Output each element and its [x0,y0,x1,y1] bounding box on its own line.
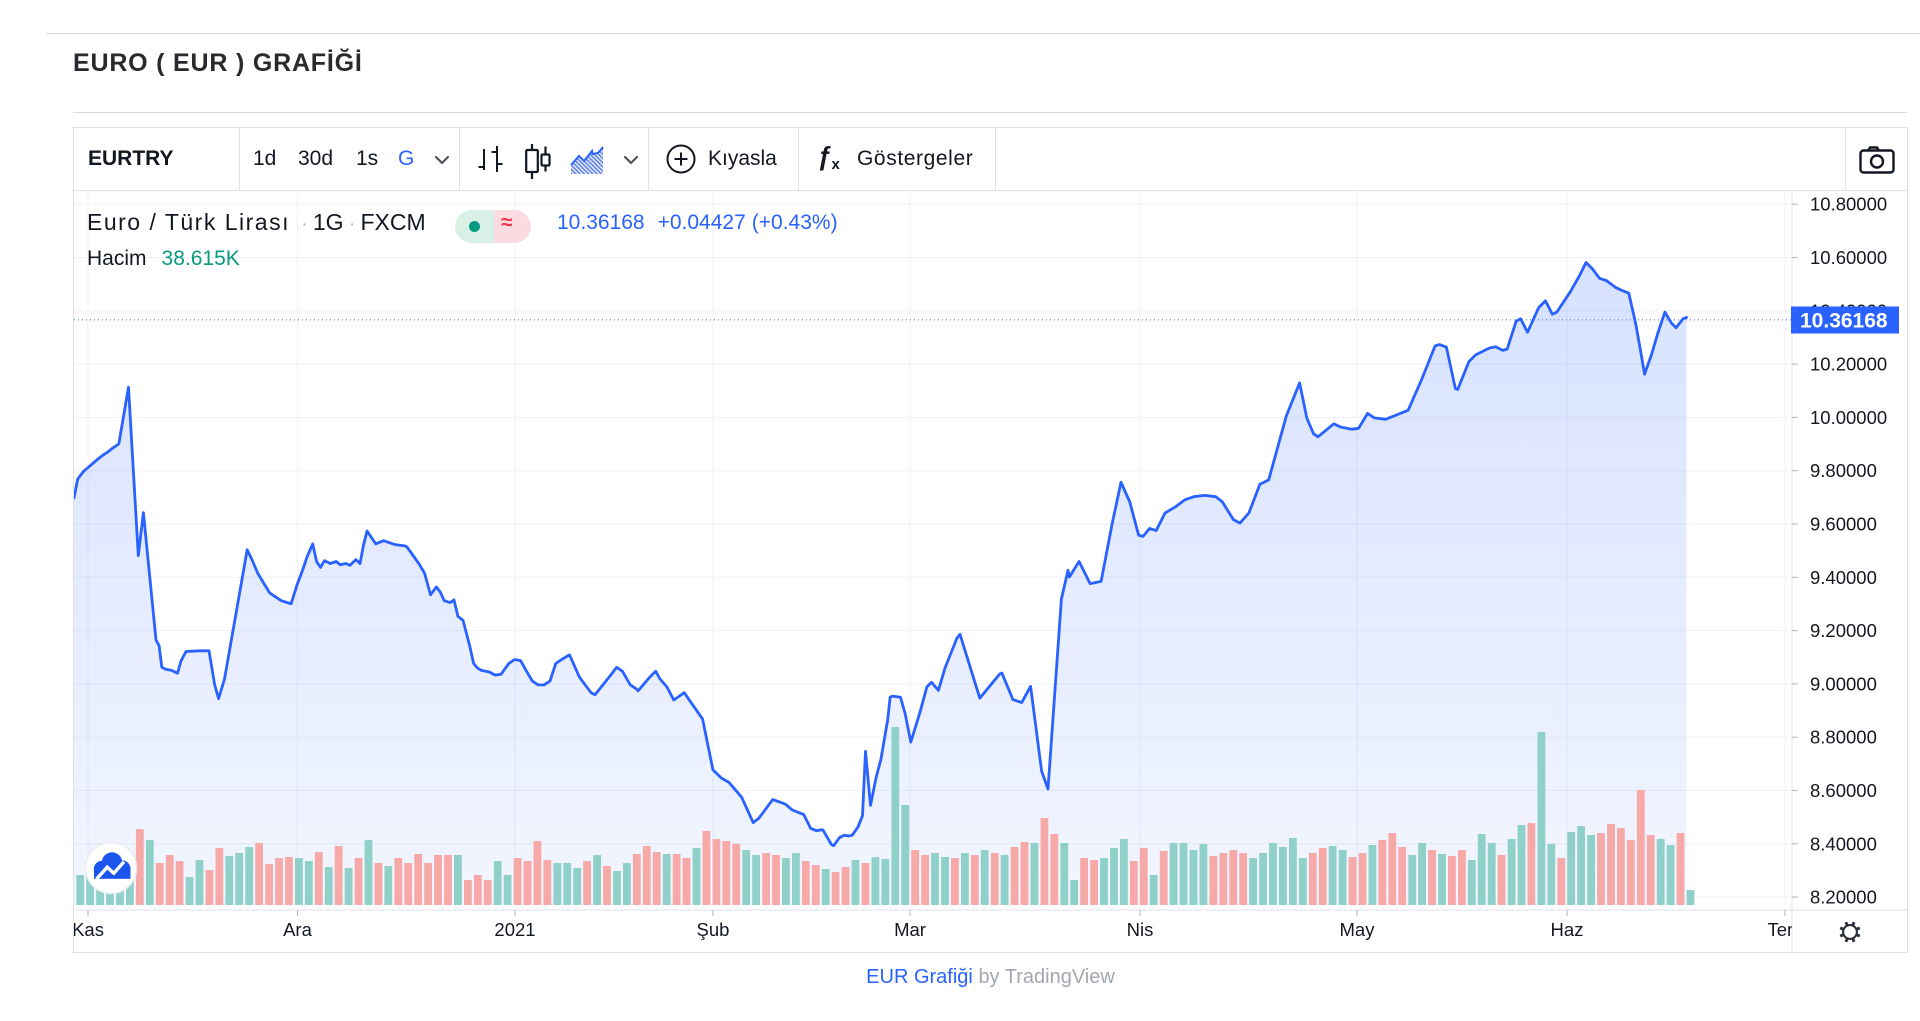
svg-text:May: May [1340,919,1376,940]
svg-text:Tem: Tem [1768,919,1803,940]
svg-text:Nis: Nis [1127,919,1154,940]
svg-text:8.60000: 8.60000 [1810,780,1877,801]
svg-text:Kas: Kas [74,919,104,940]
svg-text:8.20000: 8.20000 [1810,887,1877,908]
svg-text:Şub: Şub [697,919,730,940]
svg-text:2021: 2021 [494,919,535,940]
svg-text:10.80000: 10.80000 [1810,194,1887,215]
svg-text:Mar: Mar [894,919,926,940]
svg-text:9.60000: 9.60000 [1810,514,1877,535]
svg-text:10.36168: 10.36168 [1800,310,1888,333]
svg-text:10.00000: 10.00000 [1810,407,1887,428]
svg-text:9.00000: 9.00000 [1810,673,1877,694]
svg-text:9.40000: 9.40000 [1810,567,1877,588]
svg-text:10.60000: 10.60000 [1810,247,1887,268]
svg-text:Haz: Haz [1551,919,1584,940]
svg-text:9.20000: 9.20000 [1810,620,1877,641]
svg-text:8.80000: 8.80000 [1810,727,1877,748]
svg-text:Ara: Ara [283,919,313,940]
svg-text:9.80000: 9.80000 [1810,460,1877,481]
svg-text:10.20000: 10.20000 [1810,354,1887,375]
svg-text:8.40000: 8.40000 [1810,833,1877,854]
